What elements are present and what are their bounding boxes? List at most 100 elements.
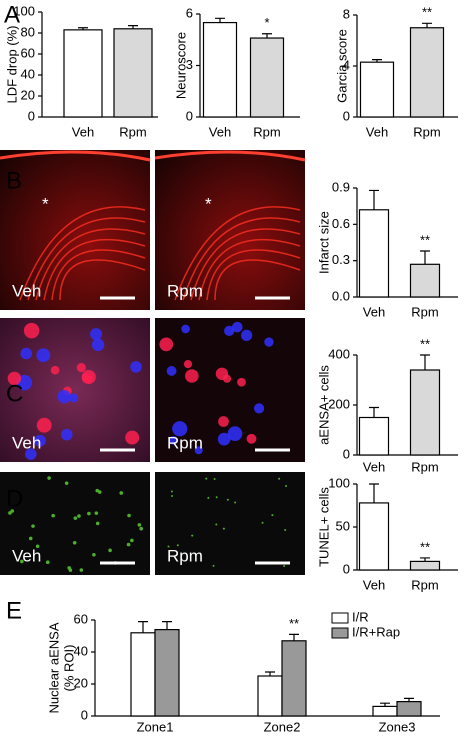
cell — [227, 426, 243, 442]
legend-label: I/R+Rap — [352, 624, 400, 639]
tissue-line — [19, 206, 146, 301]
tunel-dot — [51, 513, 55, 518]
y-axis-label: Nuclear aENSA — [46, 622, 61, 713]
y-tick-label: 0 — [343, 561, 350, 576]
error-bar — [369, 483, 379, 503]
y-tick-label: 50 — [336, 518, 350, 533]
tissue-edge — [0, 150, 151, 162]
tunel-dot — [72, 540, 77, 545]
bar — [396, 700, 422, 717]
cell — [181, 324, 190, 334]
cell — [20, 347, 33, 360]
tunel-dot — [47, 476, 51, 480]
y-axis-label: (% ROI) — [61, 645, 76, 692]
error-bar — [420, 354, 430, 370]
tunel-dot — [108, 548, 112, 553]
tunel-dot — [20, 559, 24, 564]
x-tick-label: Zone1 — [137, 719, 174, 734]
cell — [36, 417, 52, 433]
y-tick-label: 0.6 — [332, 216, 350, 231]
tunel-dot — [8, 511, 12, 515]
cell — [172, 421, 188, 437]
y-tick-label: 0 — [343, 108, 350, 123]
bar — [281, 640, 307, 717]
error-bar — [265, 671, 275, 676]
x-tick-label: Veh — [366, 124, 388, 139]
image-marker: * — [42, 194, 49, 213]
cell — [34, 434, 46, 447]
cell — [194, 446, 203, 455]
tissue-edge — [154, 150, 306, 162]
tunel-dot — [45, 560, 50, 565]
cell — [57, 389, 71, 404]
tunel-dot — [285, 484, 288, 487]
tunel-dot — [79, 568, 84, 572]
tunel-dot — [64, 481, 69, 485]
bar — [113, 28, 153, 118]
cell — [224, 325, 235, 336]
cell — [61, 428, 73, 441]
panel-label: E — [6, 597, 22, 624]
bar — [409, 263, 441, 298]
tunel-image — [155, 472, 305, 575]
y-tick-label: 0.9 — [332, 179, 350, 194]
tissue-line — [35, 228, 146, 301]
cell — [25, 448, 37, 460]
tunel-dot — [226, 498, 229, 501]
tunel-dot — [87, 511, 91, 516]
tunel-dot — [68, 568, 73, 572]
bar — [257, 675, 283, 717]
panel-label: B — [6, 167, 22, 194]
tunel-dot — [95, 521, 100, 526]
tunel-dot — [92, 553, 96, 557]
y-tick-label: 100 — [13, 3, 35, 18]
bar — [409, 27, 445, 118]
x-tick-label: Rpm — [119, 124, 146, 139]
tissue-line — [43, 238, 146, 301]
cell — [36, 348, 51, 363]
significance-marker: ** — [289, 616, 299, 631]
cell — [241, 329, 253, 342]
y-tick-label: 60 — [74, 611, 88, 626]
y-axis-label: aENSA+ cells — [316, 365, 331, 445]
cell — [91, 338, 105, 352]
y-tick-label: 400 — [328, 346, 350, 361]
y-tick-label: 0 — [343, 446, 350, 461]
tunel-dot — [234, 501, 237, 504]
panel-label: D — [6, 485, 23, 512]
y-tick-label: 3 — [186, 57, 193, 72]
tissue-line — [27, 217, 146, 301]
tunel-dot — [119, 491, 124, 495]
x-tick-label: Veh — [363, 304, 385, 319]
panel-label: A — [4, 1, 20, 28]
cell — [183, 360, 193, 369]
tunel-dot — [77, 514, 81, 518]
significance-marker: ** — [422, 5, 432, 20]
tissue-line — [214, 259, 301, 301]
bar — [409, 369, 441, 456]
bar — [359, 61, 395, 118]
tunel-dot — [94, 511, 99, 515]
tunel-dot — [278, 477, 281, 480]
legend-swatch — [331, 612, 349, 624]
tunel-dot — [213, 478, 216, 481]
cell — [69, 393, 79, 403]
tunel-dot — [137, 523, 142, 527]
y-tick-label: 20 — [74, 675, 88, 690]
tunel-dot — [28, 536, 33, 541]
cell — [185, 369, 199, 383]
bar — [358, 416, 390, 456]
significance-marker: * — [264, 15, 269, 30]
cell — [166, 366, 177, 376]
bar — [409, 560, 441, 571]
y-tick-label: 80 — [21, 24, 35, 39]
y-axis-label: TUNEL+ cells — [316, 487, 331, 567]
image-label: Rpm — [167, 546, 203, 565]
tunel-dot — [191, 534, 194, 537]
y-tick-label: 4 — [343, 57, 350, 72]
x-tick-label: Rpm — [253, 124, 280, 139]
tunel-dot — [261, 521, 264, 524]
cell — [90, 328, 103, 341]
bar — [154, 628, 180, 717]
tissue-line — [59, 259, 146, 301]
